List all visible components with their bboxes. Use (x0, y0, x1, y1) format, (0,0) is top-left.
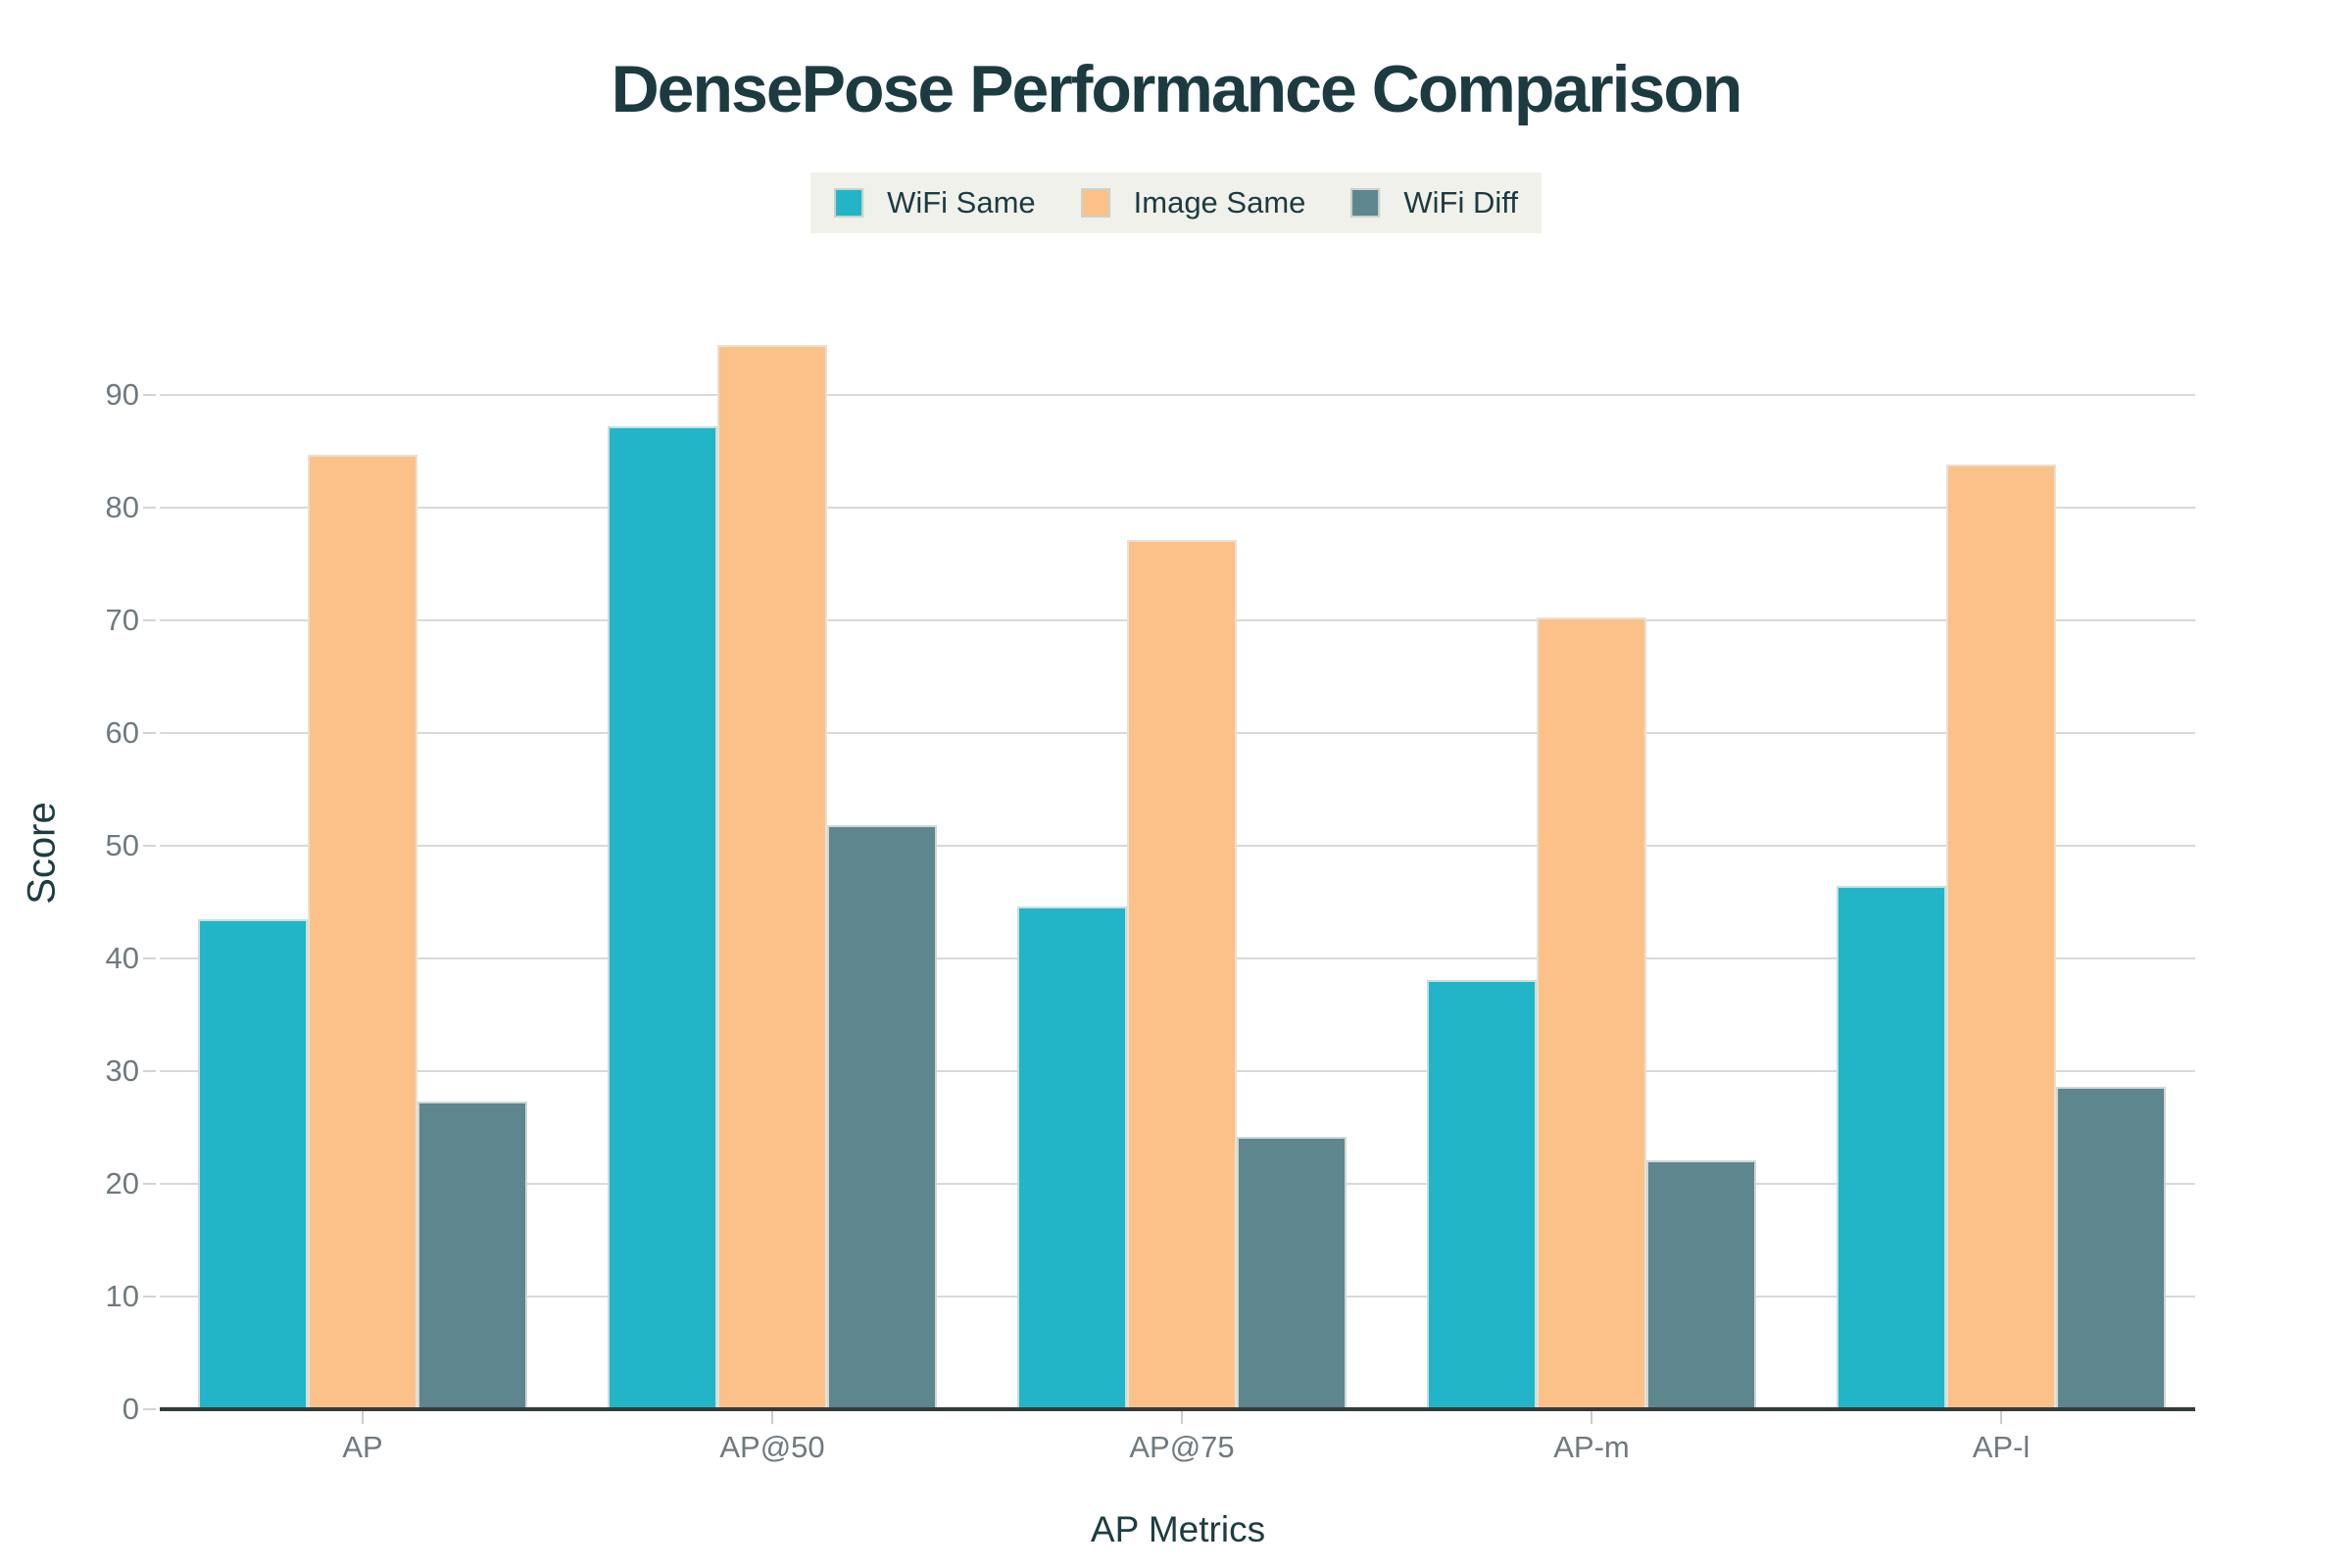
x-tick-mark (1181, 1411, 1183, 1424)
x-tick-label-AP-m: AP-m (1553, 1430, 1630, 1464)
legend-label: Image Same (1133, 185, 1306, 220)
y-tick-mark (143, 1070, 156, 1072)
y-tick-label: 30 (105, 1054, 139, 1088)
x-tick-mark (1591, 1411, 1592, 1424)
x-tick-mark (362, 1411, 364, 1424)
y-tick-mark (143, 1296, 156, 1298)
x-tick-mark (2000, 1411, 2002, 1424)
y-tick-label: 80 (105, 490, 139, 524)
x-axis-line (160, 1407, 2195, 1411)
y-tick-mark (143, 394, 156, 396)
x-tick-mark (771, 1411, 773, 1424)
x-tick-label-AP@75: AP@75 (1129, 1430, 1235, 1464)
chart-title: DensePose Performance Comparison (611, 52, 1743, 126)
y-tick-label: 20 (105, 1166, 139, 1200)
legend-item-wifi-same[interactable]: WiFi Same (834, 185, 1036, 220)
bar-wifi-diff-AP-m (1646, 1160, 1756, 1409)
legend-label: WiFi Same (887, 185, 1036, 220)
y-tick-mark (143, 957, 156, 959)
y-tick-mark (143, 732, 156, 734)
bar-image-same-AP@75 (1127, 540, 1237, 1409)
y-tick-mark (143, 1408, 156, 1410)
y-tick-label: 50 (105, 828, 139, 862)
bar-image-same-AP (308, 455, 417, 1409)
y-tick-mark (143, 507, 156, 509)
wifi-diff-swatch-icon (1350, 188, 1381, 218)
y-tick-mark (143, 1183, 156, 1185)
bar-wifi-diff-AP-l (2056, 1087, 2166, 1409)
gridline-80 (160, 507, 2195, 509)
bar-image-same-AP-l (1946, 465, 2056, 1409)
y-tick-label: 90 (105, 377, 139, 412)
y-tick-label: 70 (105, 603, 139, 637)
bar-wifi-diff-AP@75 (1237, 1137, 1347, 1409)
y-tick-label: 10 (105, 1279, 139, 1313)
wifi-same-swatch-icon (834, 188, 864, 218)
y-tick-mark (143, 845, 156, 847)
x-tick-label-AP@50: AP@50 (719, 1430, 825, 1464)
bar-wifi-same-AP-m (1427, 980, 1537, 1409)
y-axis-title: Score (20, 802, 64, 905)
bar-wifi-same-AP-l (1837, 886, 1946, 1409)
x-tick-label-AP-l: AP-l (1972, 1430, 2031, 1464)
bar-wifi-diff-AP@50 (827, 825, 937, 1409)
legend-label: WiFi Diff (1403, 185, 1518, 220)
x-axis-title: AP Metrics (1090, 1509, 1266, 1549)
bar-wifi-diff-AP (417, 1102, 527, 1409)
bar-image-same-AP@50 (717, 345, 827, 1409)
y-tick-mark (143, 619, 156, 621)
legend-item-wifi-diff[interactable]: WiFi Diff (1350, 185, 1518, 220)
bar-image-same-AP-m (1537, 617, 1646, 1409)
y-tick-label: 0 (122, 1392, 139, 1426)
x-tick-label-AP: AP (342, 1430, 383, 1464)
legend: WiFi Same Image Same WiFi Diff (810, 172, 1542, 233)
y-tick-label: 60 (105, 715, 139, 750)
bar-wifi-same-AP@50 (608, 426, 717, 1409)
image-same-swatch-icon (1080, 188, 1110, 218)
gridline-90 (160, 394, 2195, 396)
legend-item-image-same[interactable]: Image Same (1080, 185, 1306, 220)
y-tick-label: 40 (105, 941, 139, 975)
bar-wifi-same-AP (198, 919, 308, 1409)
bar-wifi-same-AP@75 (1017, 906, 1127, 1409)
